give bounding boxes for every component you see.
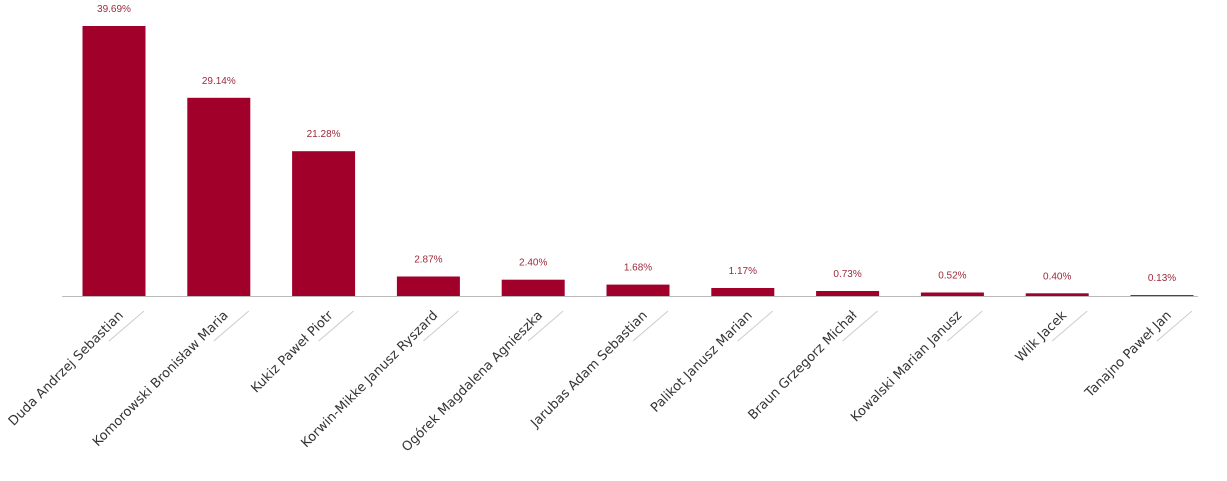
bar-value-label: 2.40%	[519, 258, 547, 269]
bar[interactable]	[711, 288, 775, 296]
bar[interactable]	[501, 279, 565, 296]
category-tick-label: Braun Grzegorz Michał	[746, 308, 861, 423]
category-tick-label: Wilk Jacek	[1013, 308, 1071, 366]
bar-value-label: 2.87%	[414, 255, 442, 266]
bar[interactable]	[187, 97, 251, 296]
tick-leader-line	[947, 310, 983, 342]
category-tick-label: Jarubas Adam Sebastian	[528, 308, 651, 431]
bar-value-label: 39.69%	[97, 4, 131, 15]
bar[interactable]	[920, 292, 984, 297]
bar[interactable]	[1025, 293, 1089, 296]
bar[interactable]	[292, 151, 356, 296]
bar[interactable]	[82, 26, 146, 296]
bar-value-label: 21.28%	[307, 129, 341, 140]
tick-leader-line	[1051, 310, 1088, 342]
tick-leader-line	[423, 310, 459, 342]
bar-value-label: 0.73%	[833, 269, 861, 280]
tick-leader-line	[108, 310, 145, 342]
tick-leader-line	[1156, 310, 1193, 342]
category-tick-label: Tanajno Paweł Jan	[1082, 308, 1175, 401]
tick-leader-line	[318, 310, 354, 342]
category-tick-label: Kukiz Paweł Piotr	[248, 308, 336, 396]
category-tick-label: Kowalski Marian Janusz	[848, 308, 965, 425]
bar[interactable]	[816, 291, 880, 296]
bar-value-label: 0.40%	[1043, 271, 1071, 282]
tick-leader-line	[527, 310, 564, 342]
category-tick-label: Duda Andrzej Sebastian	[6, 308, 127, 429]
tick-leader-line	[842, 310, 878, 342]
category-tick-label: Palikot Janusz Marian	[648, 308, 756, 416]
bar-value-label: 1.17%	[729, 266, 757, 277]
bar[interactable]	[1130, 295, 1194, 296]
tick-leader-line	[632, 310, 669, 342]
bar-value-label: 29.14%	[202, 76, 236, 87]
bar-value-label: 0.13%	[1148, 273, 1176, 284]
tick-leader-line	[737, 310, 774, 342]
tick-leader-line	[213, 310, 250, 342]
bar-value-label: 0.52%	[938, 271, 966, 282]
bar-value-label: 1.68%	[624, 263, 652, 274]
bar[interactable]	[606, 284, 670, 296]
bar[interactable]	[396, 276, 460, 297]
